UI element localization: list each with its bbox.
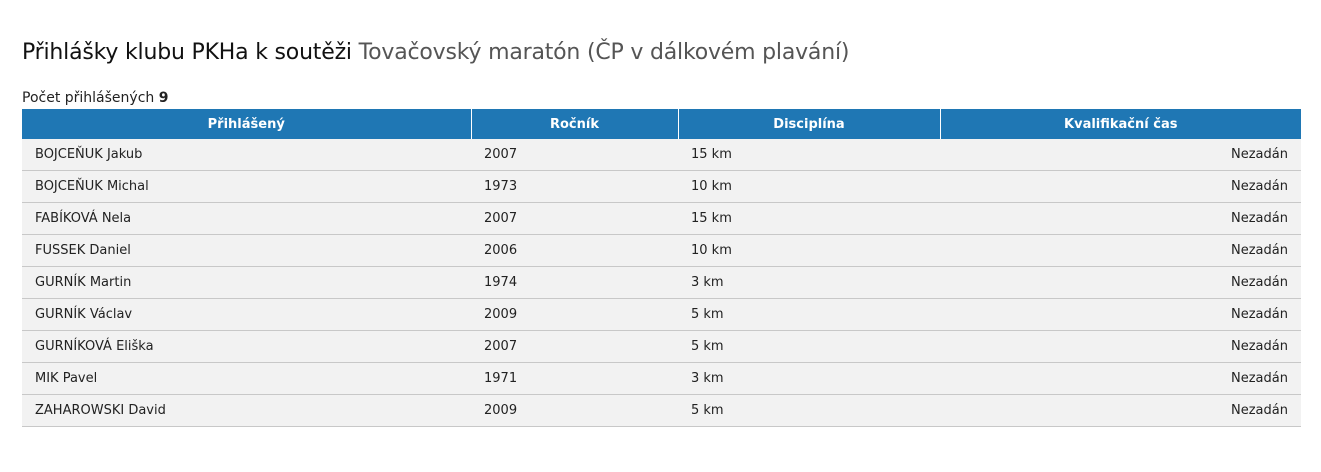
cell-qualification-time: Nezadán bbox=[940, 139, 1301, 171]
table-row: FABÍKOVÁ Nela 2007 15 km Nezadán bbox=[22, 202, 1301, 235]
registrations-table: Přihlášený Ročník Disciplína Kvalifikačn… bbox=[22, 109, 1301, 427]
table-row: MIK Pavel 1971 3 km Nezadán bbox=[22, 362, 1301, 395]
table-row: BOJCEŇUK Michal 1973 10 km Nezadán bbox=[22, 170, 1301, 203]
cell-qualification-time: Nezadán bbox=[940, 362, 1301, 395]
cell-discipline: 15 km bbox=[678, 202, 940, 235]
cell-discipline: 10 km bbox=[678, 170, 940, 203]
cell-qualification-time: Nezadán bbox=[940, 330, 1301, 363]
cell-name: FUSSEK Daniel bbox=[22, 234, 471, 267]
cell-discipline: 5 km bbox=[678, 298, 940, 331]
cell-year: 1971 bbox=[471, 362, 678, 395]
cell-name: GURNÍK Martin bbox=[22, 266, 471, 299]
event-name: Tovačovský maratón (ČP v dálkovém plaván… bbox=[358, 40, 850, 65]
title-prefix: Přihlášky klubu PKHa k soutěži bbox=[22, 40, 352, 65]
registration-count: Počet přihlášených 9 bbox=[22, 89, 168, 107]
table-row: GURNÍKOVÁ Eliška 2007 5 km Nezadán bbox=[22, 330, 1301, 363]
cell-name: FABÍKOVÁ Nela bbox=[22, 202, 471, 235]
cell-discipline: 10 km bbox=[678, 234, 940, 267]
cell-year: 2007 bbox=[471, 139, 678, 171]
table-row: GURNÍK Václav 2009 5 km Nezadán bbox=[22, 298, 1301, 331]
cell-discipline: 5 km bbox=[678, 330, 940, 363]
table-row: GURNÍK Martin 1974 3 km Nezadán bbox=[22, 266, 1301, 299]
column-header-registered: Přihlášený bbox=[22, 109, 472, 139]
cell-qualification-time: Nezadán bbox=[940, 170, 1301, 203]
cell-qualification-time: Nezadán bbox=[940, 234, 1301, 267]
cell-year: 2007 bbox=[471, 202, 678, 235]
column-header-discipline: Disciplína bbox=[678, 109, 941, 139]
cell-year: 2009 bbox=[471, 394, 678, 427]
cell-qualification-time: Nezadán bbox=[940, 202, 1301, 235]
count-label: Počet přihlášených bbox=[22, 90, 155, 106]
cell-year: 2006 bbox=[471, 234, 678, 267]
column-header-year: Ročník bbox=[471, 109, 679, 139]
cell-name: ZAHAROWSKI David bbox=[22, 394, 471, 427]
cell-qualification-time: Nezadán bbox=[940, 266, 1301, 299]
count-value: 9 bbox=[158, 90, 169, 106]
column-header-qualification-time: Kvalifikační čas bbox=[940, 109, 1301, 139]
table-row: BOJCEŇUK Jakub 2007 15 km Nezadán bbox=[22, 139, 1301, 171]
cell-qualification-time: Nezadán bbox=[940, 394, 1301, 427]
cell-discipline: 3 km bbox=[678, 266, 940, 299]
cell-year: 2007 bbox=[471, 330, 678, 363]
table-header: Přihlášený Ročník Disciplína Kvalifikačn… bbox=[22, 109, 1301, 139]
cell-qualification-time: Nezadán bbox=[940, 298, 1301, 331]
table-body: BOJCEŇUK Jakub 2007 15 km Nezadán BOJCEŇ… bbox=[22, 139, 1301, 427]
cell-year: 2009 bbox=[471, 298, 678, 331]
cell-discipline: 15 km bbox=[678, 139, 940, 171]
cell-name: BOJCEŇUK Jakub bbox=[22, 139, 471, 171]
cell-discipline: 3 km bbox=[678, 362, 940, 395]
table-row: ZAHAROWSKI David 2009 5 km Nezadán bbox=[22, 394, 1301, 427]
cell-name: MIK Pavel bbox=[22, 362, 471, 395]
cell-discipline: 5 km bbox=[678, 394, 940, 427]
cell-name: BOJCEŇUK Michal bbox=[22, 170, 471, 203]
cell-name: GURNÍK Václav bbox=[22, 298, 471, 331]
cell-year: 1974 bbox=[471, 266, 678, 299]
page-title: Přihlášky klubu PKHa k soutěži Tovačovsk… bbox=[22, 38, 849, 68]
cell-name: GURNÍKOVÁ Eliška bbox=[22, 330, 471, 363]
table-row: FUSSEK Daniel 2006 10 km Nezadán bbox=[22, 234, 1301, 267]
cell-year: 1973 bbox=[471, 170, 678, 203]
table-header-row: Přihlášený Ročník Disciplína Kvalifikačn… bbox=[22, 109, 1301, 139]
